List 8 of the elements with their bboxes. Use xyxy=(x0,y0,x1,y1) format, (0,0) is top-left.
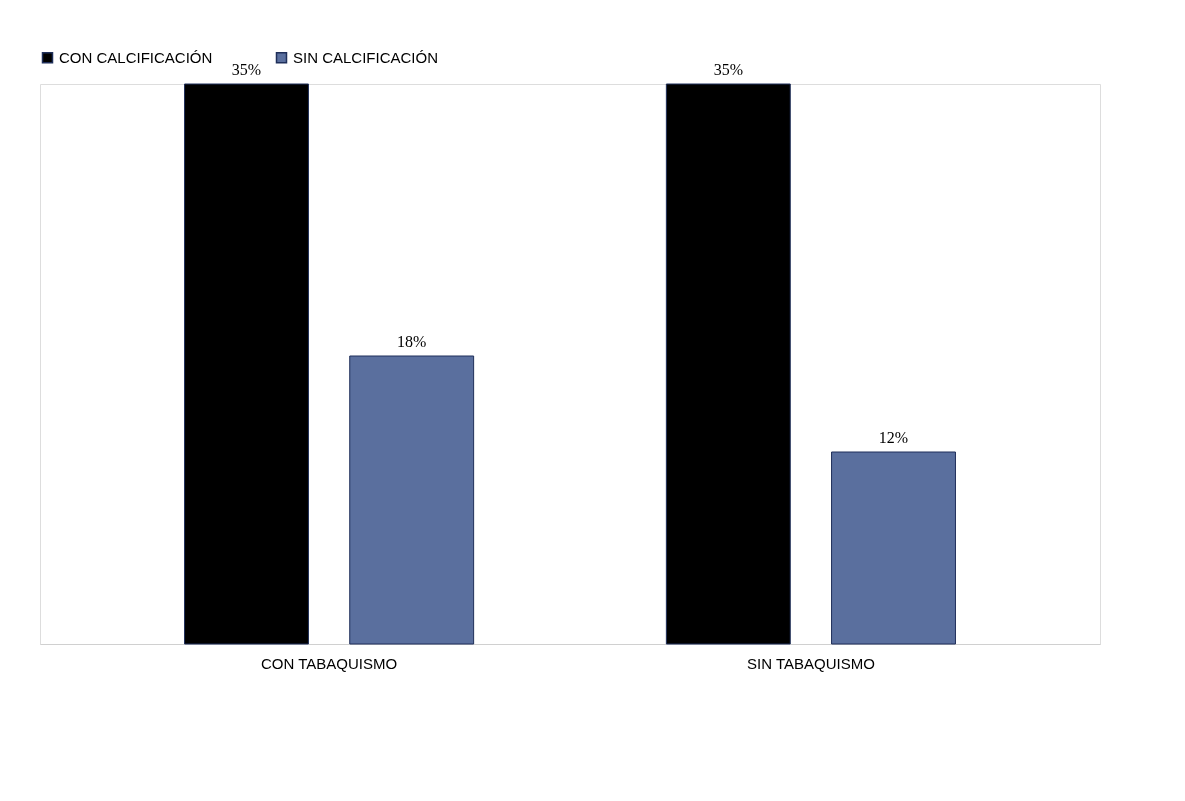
legend-label: CON CALCIFICACIÓN xyxy=(59,48,213,66)
legend-label: SIN CALCIFICACIÓN xyxy=(293,48,439,66)
data-label: 35% xyxy=(231,61,262,78)
x-tick-label: SIN TABAQUISMO xyxy=(747,654,875,672)
x-tick-label: CON TABAQUISMO xyxy=(261,654,398,672)
data-label: 18% xyxy=(397,333,427,350)
data-label: 35% xyxy=(713,61,743,78)
data-label: 12% xyxy=(878,429,909,446)
